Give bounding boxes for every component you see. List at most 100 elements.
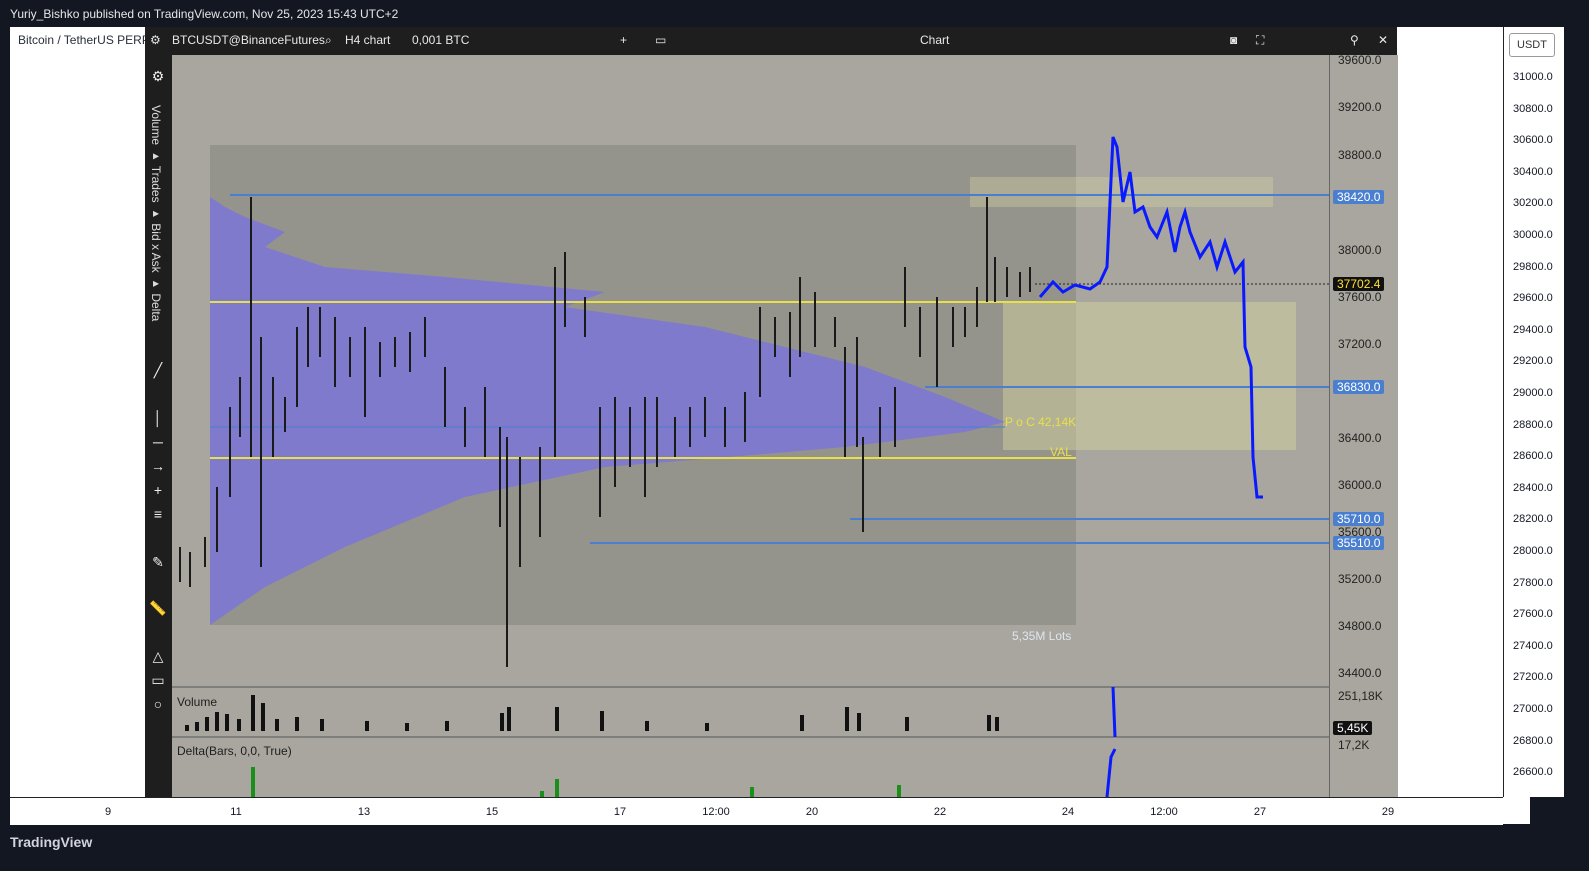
time-axis-tick: 9 [104,806,112,818]
popup-toolbar [145,27,1397,55]
popup-price-tick: 36400.0 [1338,431,1382,445]
price-scale-tick: 30400.0 [1513,165,1553,178]
time-axis-tick: 24 [1061,806,1075,818]
pin-icon[interactable]: ⚲ [1350,33,1359,47]
volume-current-badge: 5,45K [1333,721,1373,735]
volume-max-label: 251,18K [1338,689,1383,703]
price-scale-tick: 27000.0 [1513,703,1553,715]
camera-icon[interactable]: ◙ [1230,33,1238,47]
forecast-drawing [1038,136,1263,499]
chart-type-selector[interactable]: H4 chart [345,33,391,47]
symbol-title: Bitcoin / TetherUS PERP [18,33,150,47]
price-scale-tick: 29800.0 [1513,260,1553,273]
crosshair-icon[interactable]: + [153,482,163,498]
current-price-badge: 37702.4 [1333,277,1385,291]
poc-label: P o C 42,14K [1005,415,1077,429]
price-badge-35510: 35510.0 [1333,536,1385,550]
price-scale-tick: 26600.0 [1513,766,1553,779]
indicator-trades[interactable]: Trades [149,165,163,203]
fullscreen-icon[interactable]: ⛶ [1256,33,1265,47]
indicator-volume[interactable]: Volume [149,105,163,146]
volume-panel-label: Volume [177,695,218,709]
publisher-caption: Yuriy_Bishko published on TradingView.co… [10,7,399,21]
volume-profile [210,197,1005,625]
volume-bars [185,695,999,731]
candles [179,197,1031,667]
currency-button[interactable]: USDT [1509,33,1555,57]
time-axis-tick: 22 [933,806,947,818]
indicator-bid-ask[interactable]: Bid x Ask [149,223,163,273]
value-zone [1003,302,1296,450]
settings-icon[interactable]: ⚙ [150,33,161,47]
popup-price-tick: 34400.0 [1338,666,1382,680]
popup-price-tick: 38000.0 [1338,243,1382,257]
lot-size-selector[interactable]: 0,001 BTC [412,33,470,47]
time-axis-tick: 29 [1381,806,1395,818]
popup-price-tick: 34800.0 [1338,619,1382,633]
fib-icon[interactable]: ≡ [153,506,163,522]
popup-window-title: Chart [920,33,950,47]
time-axis[interactable] [10,797,1503,825]
window-icon[interactable]: ▭ [655,33,667,47]
price-scale-tick: 28800.0 [1513,418,1553,431]
ruler-icon[interactable]: 📏 [149,600,167,616]
popup-price-tick: 37600.0 [1338,290,1382,304]
symbol-selector[interactable]: BTCUSDT@BinanceFutures [172,33,325,47]
price-scale-tick: 28400.0 [1513,481,1553,494]
forecast-drawing-delta [1105,748,1117,797]
popup-price-tick: 39200.0 [1338,100,1382,114]
time-axis-tick: 13 [357,806,371,818]
tradingview-logo: TradingView [10,834,93,850]
popup-price-tick: 36000.0 [1338,478,1382,492]
time-axis-tick: 17 [613,806,627,818]
plus-icon[interactable]: + [620,33,628,47]
toolbar-settings-icon[interactable]: ⚙ [151,68,165,84]
profile-total-label: 5,35M Lots [1012,629,1072,643]
price-scale-tick: 30200.0 [1513,197,1553,210]
circle-icon[interactable]: ○ [153,696,163,712]
triangle-icon[interactable]: △ [152,648,164,664]
indicator-delta[interactable]: Delta [149,293,163,322]
delta-max-label: 17,2K [1338,738,1370,752]
popup-price-tick: 35600.0 [1338,525,1382,539]
forecast-drawing-volume [1111,686,1117,738]
close-icon[interactable]: ✕ [1378,33,1389,47]
vertical-line-icon[interactable]: │ [153,410,163,426]
popup-price-axis[interactable] [1329,55,1398,797]
time-axis-tick: 12:00 [1150,806,1178,818]
popup-price-tick: 37200.0 [1338,337,1382,351]
price-scale-tick: 29200.0 [1513,355,1553,368]
price-scale-tick: 29000.0 [1513,387,1553,399]
price-scale-tick: 29600.0 [1513,292,1553,305]
indicator-list: Volume ▸ Trades ▸ Bid x Ask ▸ Delta [149,105,163,322]
arrow-icon[interactable]: → [151,458,165,474]
time-axis-tick: 11 [230,806,242,818]
trendline-icon[interactable]: ╱ [153,362,163,378]
price-scale-tick: 30600.0 [1513,134,1553,147]
time-axis-tick: 20 [805,806,819,818]
rectangle-icon[interactable]: ▭ [151,672,165,688]
price-scale-tick: 28000.0 [1513,545,1553,557]
horizontal-line-icon[interactable]: ─ [153,434,163,450]
price-scale-tick: 26800.0 [1513,734,1553,747]
price-scale-tick: 27600.0 [1513,608,1553,621]
search-icon[interactable]: ⌕ [325,33,332,47]
price-scale-tick: 29400.0 [1513,323,1553,336]
popup-left-toolbar [145,55,172,797]
chart-popup-window [145,27,1397,797]
price-scale-tick: 30800.0 [1513,102,1553,115]
time-axis-tick: 27 [1253,806,1267,818]
price-scale-right[interactable] [1503,27,1564,797]
delta-bars [251,767,901,797]
price-scale-tick: 28200.0 [1513,513,1553,526]
popup-price-tick: 35200.0 [1338,572,1382,586]
price-badge-36830: 36830.0 [1333,380,1385,394]
delta-panel-label: Delta(Bars, 0,0, True) [177,744,292,758]
price-scale-tick: 30000.0 [1513,229,1553,241]
price-scale-tick: 27200.0 [1513,671,1553,684]
time-axis-tick: 12:00 [702,806,730,818]
brush-icon[interactable]: ✎ [152,554,164,570]
chart-canvas[interactable] [145,27,1397,797]
price-badge-35710: 35710.0 [1333,512,1385,526]
time-axis-tick: 15 [485,806,499,818]
